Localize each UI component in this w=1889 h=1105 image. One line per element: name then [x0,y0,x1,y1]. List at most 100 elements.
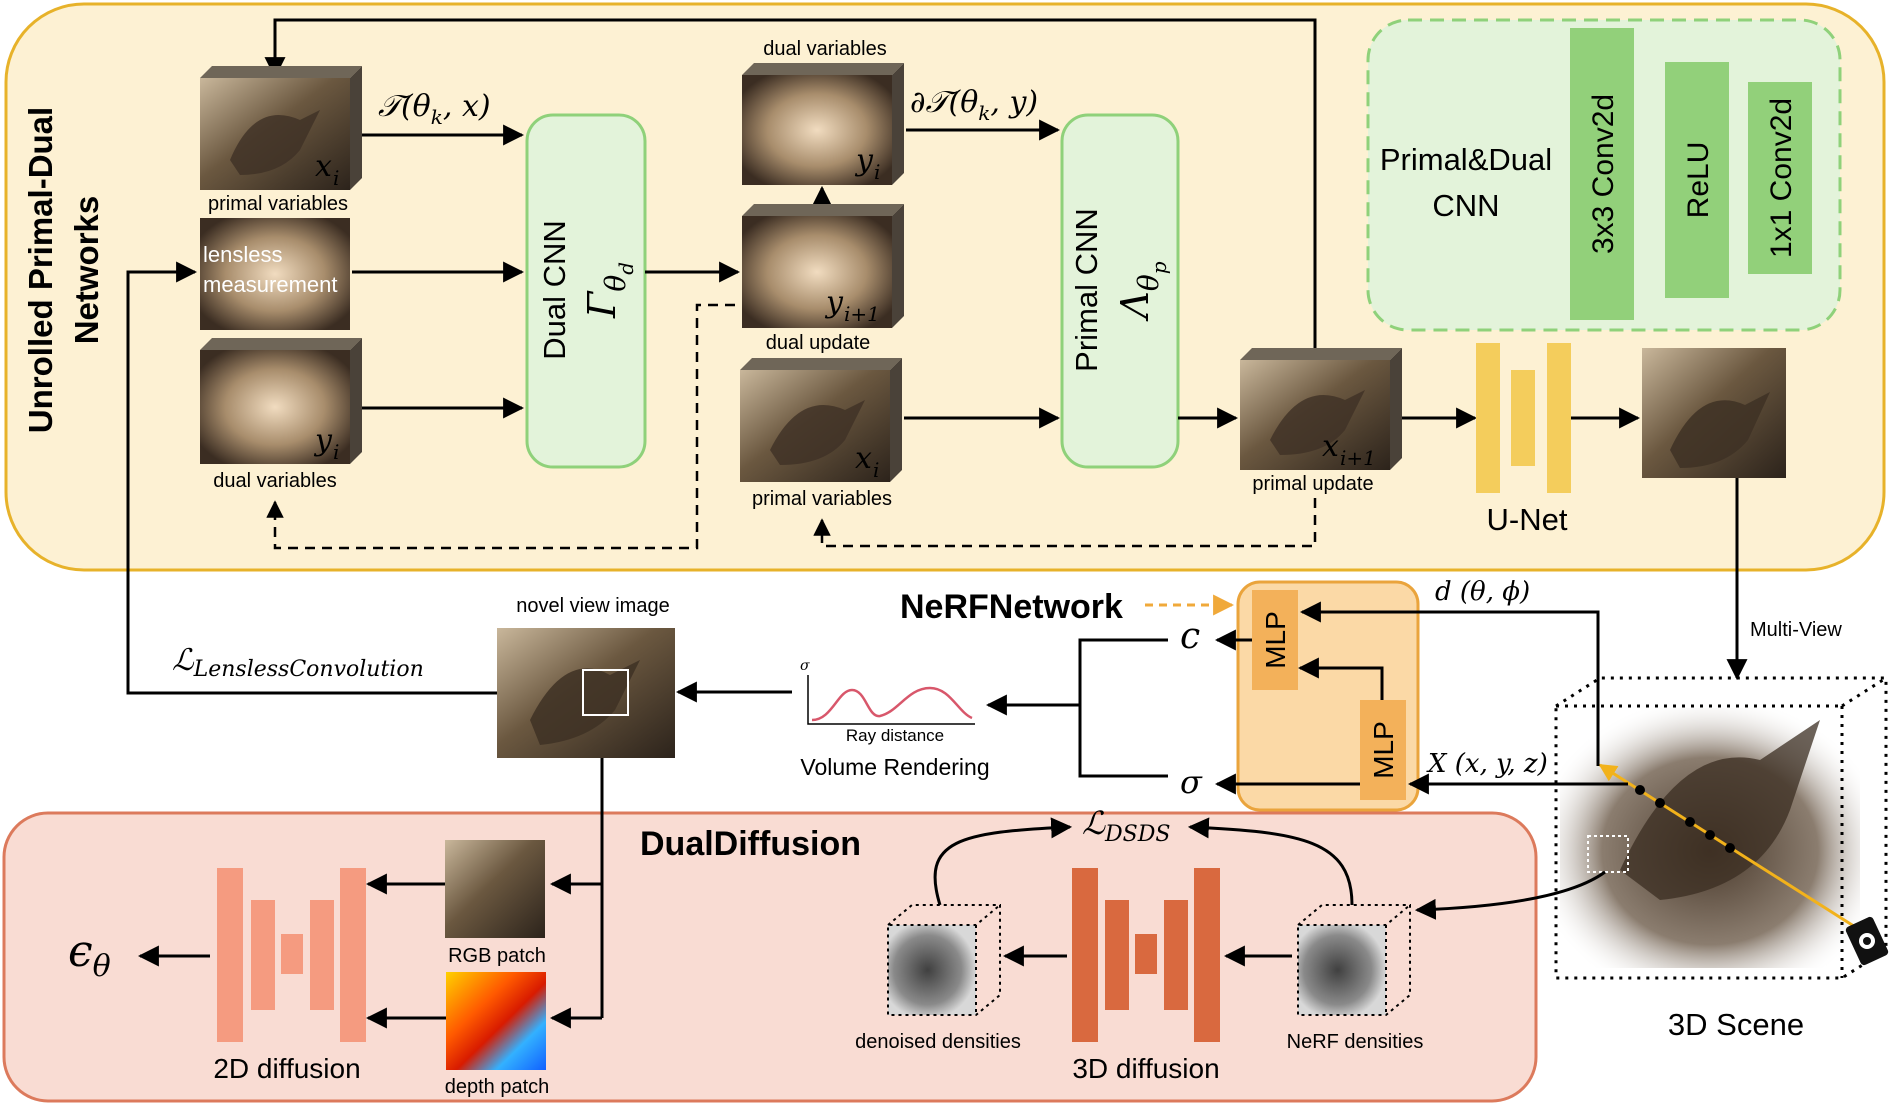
ray-distance-label: Ray distance [846,726,944,745]
nerf-densities-label: NeRF densities [1287,1031,1424,1053]
svg-text:i: i [874,160,880,184]
primal-variables-mid-label: primal variables [752,488,892,510]
svg-text:i: i [873,458,879,482]
arrow-direction-to-mlp [1299,601,1600,766]
bracket-c-sigma [1078,638,1168,778]
c-label: c [1180,616,1200,657]
svg-text:y: y [824,285,844,320]
denoised-densities-cube [887,904,1001,1016]
primal-variables-label: primal variables [208,193,348,215]
dual-variables-top-label: dual variables [763,38,886,60]
arrow-mlp-bottom-to-top [1297,657,1384,700]
mlp-top [1252,590,1298,690]
svg-text:i: i [333,440,339,464]
operator-T: 𝒯(θk, x) [378,89,491,129]
mlp-bottom-label: MLP [1368,721,1399,779]
lensless-label-line1: lensless [203,242,282,267]
sigma-label: σ [1180,763,1203,801]
dual-update-label: dual update [766,332,871,354]
diffusion-2d-label: 2D diffusion [213,1053,360,1084]
primal-cnn-label: Primal CNN [1069,208,1104,372]
lensless-label-line2: measurement [203,272,338,297]
dashed-primalupdate-to-primalvars [813,498,1317,548]
epsilon-theta: ϵθ [68,926,111,984]
layer-conv3x3 [1570,28,1634,320]
svg-text:x: x [315,149,332,184]
sigma-axis-label: σ [800,658,810,674]
primal-update-label: primal update [1252,473,1373,495]
feedback-arrow-top [264,18,1317,352]
dual-variables-cube: y i [200,338,362,464]
depth-patch [446,972,546,1070]
svg-text:i+1: i+1 [1340,446,1376,470]
diff2d-bar-1 [217,868,243,1042]
svg-text:i: i [333,166,339,190]
diff2d-bar-3 [281,934,303,974]
rgb-patch-label: RGB patch [448,945,546,967]
cnn-inset-title-line1: Primal&Dual [1380,142,1552,177]
novel-view-image [497,628,675,758]
unrolled-title-line2: Networks [68,196,105,345]
diffusion-3d-label: 3D diffusion [1072,1053,1219,1084]
svg-text:x: x [1322,429,1339,464]
dual-update-cube: y i+1 [742,204,904,328]
arrow-lensless-loss-feedback [126,261,497,695]
arrow-nerfdens-to-loss [1187,817,1354,906]
layer-conv1x1 [1748,82,1812,274]
nerf-network-title: NeRFNetwork [900,588,1123,626]
mlp-bottom [1360,700,1406,800]
arrow-denoised-to-loss [933,817,1073,906]
direction-label: d (θ, ϕ) [1435,577,1530,607]
diff3d-bar-3 [1135,934,1157,974]
layer-relu-label: ReLU [1682,142,1715,219]
diff2d-bar-5 [340,868,366,1042]
dual-diffusion-title: DualDiffusion [640,825,861,863]
depth-patch-label: depth patch [445,1076,550,1098]
scene-3d [1554,676,1889,980]
primal-variables-cube: x i [200,66,362,190]
primal-cnn-box [1060,113,1180,469]
diff2d-bar-2 [251,900,275,1010]
unet-bar-3 [1547,343,1571,493]
rgb-patch [445,840,545,938]
diff2d-bar-4 [310,900,334,1010]
volume-rendering-plot: σ Ray distance [800,658,975,745]
primal-update-cube: x i+1 [1240,348,1402,470]
operator-dT: ∂𝒯(θk, y) [910,85,1038,125]
reconstructed-image [1642,348,1786,478]
dual-variables-bottom-label: dual variables [213,470,336,492]
primal-cnn-symbol: Λθp [1113,261,1171,321]
diff3d-bar-1 [1072,868,1098,1042]
nerf-densities-cube [1297,904,1411,1016]
loss-dsds: ℒDSDS [1082,804,1170,847]
layer-conv3x3-label: 3x3 Conv2d [1587,94,1620,254]
novel-view-label: novel view image [516,595,669,617]
scene-label: 3D Scene [1668,1007,1804,1042]
volume-rendering-label: Volume Rendering [800,754,989,780]
layer-conv1x1-label: 1x1 Conv2d [1765,98,1798,258]
svg-text:i+1: i+1 [844,302,880,326]
dashed-dualupdate-to-dualvars [266,303,735,550]
svg-text:y: y [313,423,333,458]
svg-text:y: y [854,143,874,178]
mlp-top-label: MLP [1260,611,1291,669]
arrow-scene-to-nerfdens [1414,870,1606,920]
diff3d-bar-4 [1164,900,1188,1010]
diff3d-bar-5 [1194,868,1220,1042]
denoised-densities-label: denoised densities [855,1031,1021,1053]
unet-label: U-Net [1487,502,1568,537]
multi-view-label: Multi-View [1750,619,1842,641]
loss-lensless-convolution: ℒLenslessConvolution [172,643,424,682]
diff3d-bar-2 [1105,900,1129,1010]
position-label: X (x, y, z) [1426,749,1548,779]
dual-cnn-symbol: Γθd [580,262,638,319]
primal-variables-mid-cube: x i [740,358,902,482]
unrolled-title-line1: Unrolled Primal-Dual [22,107,59,433]
dual-variables-top-cube: y i [742,63,904,185]
svg-text:x: x [855,441,872,476]
layer-relu [1665,62,1729,298]
unet-bar-1 [1476,343,1500,493]
lensless-measurement-image [200,218,350,330]
camera-icon [1845,916,1889,966]
